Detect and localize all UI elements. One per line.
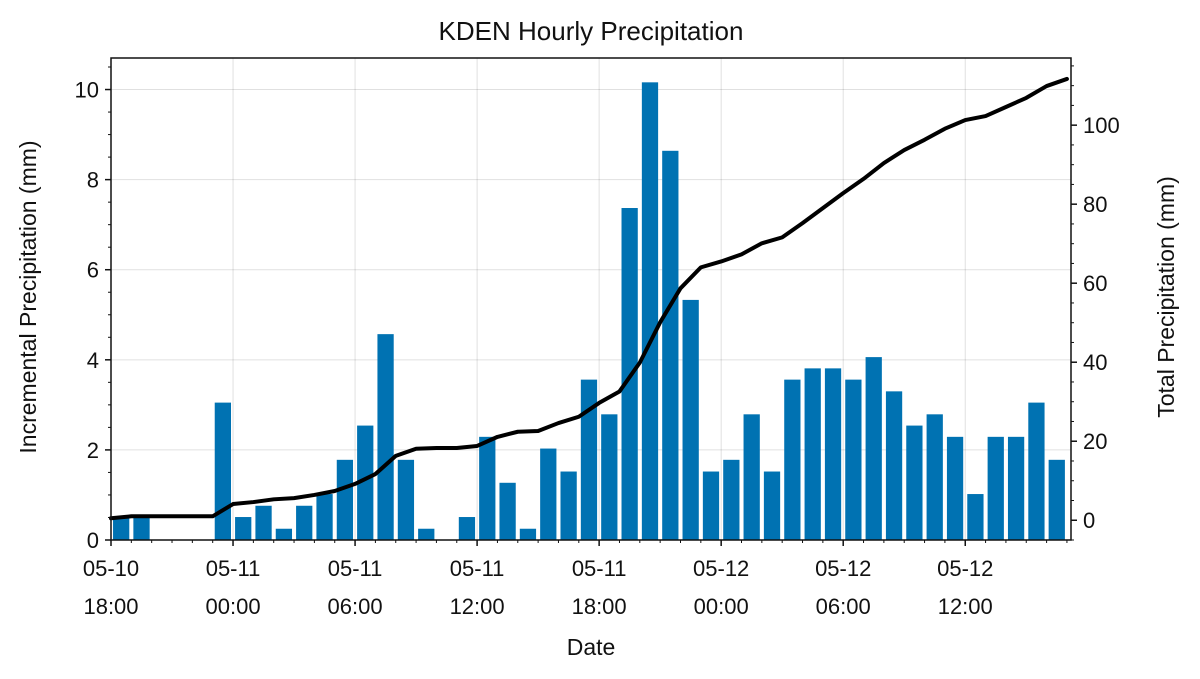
precip-bar [763, 471, 781, 540]
y2-tick-label: 20 [1083, 429, 1107, 454]
precip-bar [1007, 436, 1025, 540]
precip-bar [946, 436, 964, 540]
x-tick-label-time: 00:00 [694, 594, 749, 619]
y-tick-label: 6 [87, 258, 99, 283]
x-tick-label-time: 12:00 [938, 594, 993, 619]
precip-bar [845, 379, 862, 540]
y-axis-label: Incremental Precipitation (mm) [15, 140, 41, 453]
precip-bar [702, 471, 720, 540]
precip-bar [418, 528, 435, 540]
precip-bar [682, 299, 699, 540]
x-tick-label-date: 05-11 [328, 556, 383, 581]
chart-title: KDEN Hourly Precipitation [439, 16, 744, 46]
precip-bar [1048, 459, 1065, 540]
y-tick-label: 8 [87, 168, 99, 193]
y2-tick-label: 60 [1083, 271, 1107, 296]
precip-bar [662, 150, 679, 541]
bar-series [113, 82, 1065, 541]
x-axis-label: Date [567, 634, 616, 660]
precip-bar [601, 414, 618, 540]
precip-bar [540, 448, 557, 540]
precip-bar [865, 357, 882, 540]
plot-frame [110, 57, 1072, 541]
precip-bar [906, 425, 923, 540]
precip-bar [519, 528, 537, 540]
y2-tick-label: 0 [1083, 508, 1095, 533]
precip-bar [458, 517, 476, 540]
precip-bar [987, 436, 1004, 540]
precip-bar [824, 368, 842, 540]
axis-ticks: 024681002040608010005-1018:0005-1100:000… [75, 65, 1120, 619]
precip-bar [296, 505, 313, 540]
y2-tick-label: 80 [1083, 192, 1107, 217]
precip-bar [275, 528, 293, 540]
precip-bar [885, 391, 903, 540]
precip-bar [133, 517, 150, 540]
x-tick-label-time: 18:00 [83, 594, 138, 619]
y-tick-label: 10 [75, 78, 99, 103]
x-tick-label-date: 05-10 [83, 556, 139, 581]
precip-bar [255, 505, 272, 540]
y-tick-label: 4 [87, 348, 99, 373]
axes [110, 57, 1072, 541]
precip-bar [723, 459, 740, 540]
x-tick-label-time: 18:00 [572, 594, 627, 619]
precip-bar [397, 459, 415, 540]
x-tick-label-date: 05-12 [815, 556, 871, 581]
x-tick-label-date: 05-12 [693, 556, 749, 581]
precip-bar [316, 494, 333, 540]
precip-bar [357, 425, 374, 540]
precip-bar [580, 379, 598, 540]
x-tick-label-time: 06:00 [328, 594, 383, 619]
precip-bar [235, 517, 252, 540]
precip-bar [926, 414, 943, 540]
total-precip-line [109, 76, 1069, 521]
x-tick-label-time: 12:00 [450, 594, 505, 619]
x-tick-label-date: 05-11 [206, 556, 261, 581]
y2-tick-label: 40 [1083, 350, 1107, 375]
x-tick-label-time: 06:00 [816, 594, 871, 619]
precip-bar [214, 402, 231, 540]
precip-bar [641, 82, 659, 540]
precip-bar [560, 471, 577, 540]
precip-bar [1028, 402, 1045, 540]
precip-bar [967, 494, 984, 540]
y-tick-label: 0 [87, 528, 99, 553]
x-tick-label-date: 05-12 [937, 556, 993, 581]
precip-bar [804, 368, 821, 540]
x-tick-label-date: 05-11 [450, 556, 505, 581]
y-tick-label: 2 [87, 438, 99, 463]
y2-tick-label: 100 [1083, 113, 1120, 138]
precip-bar [499, 482, 516, 540]
precip-bar [479, 436, 496, 540]
precip-bar [336, 459, 354, 540]
x-tick-label-time: 00:00 [206, 594, 261, 619]
precip-bar [743, 414, 760, 540]
x-tick-label-date: 05-11 [572, 556, 627, 581]
line-series [109, 76, 1069, 521]
y2-axis-label: Total Precipitation (mm) [1153, 176, 1179, 418]
precip-bar [377, 334, 394, 540]
precip-bar [113, 517, 130, 540]
precip-bar [784, 379, 801, 540]
